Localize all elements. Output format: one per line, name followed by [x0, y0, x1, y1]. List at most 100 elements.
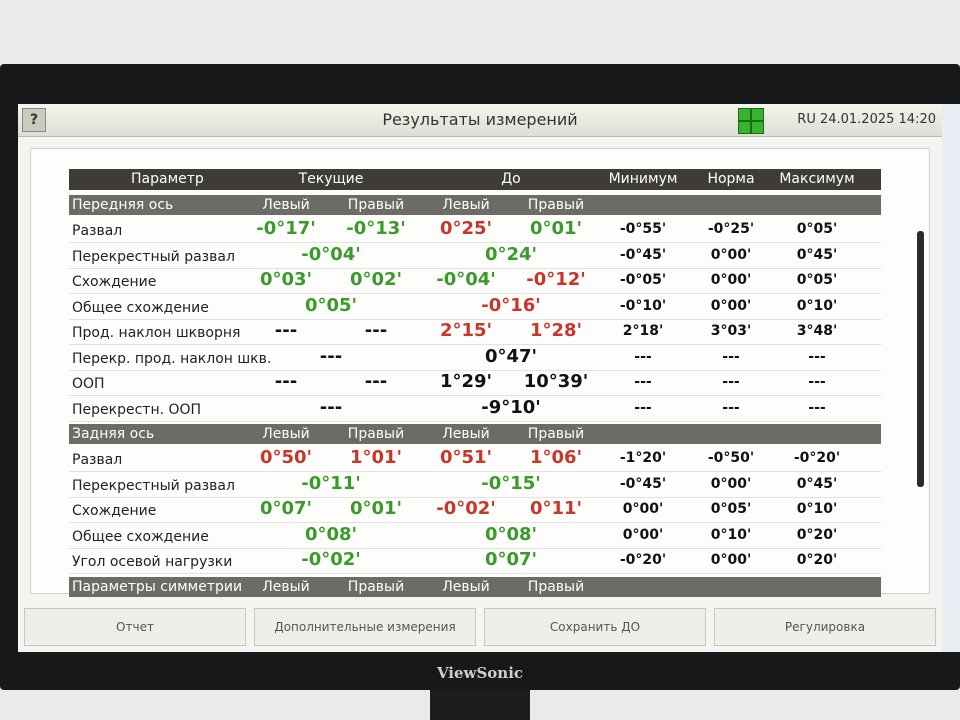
side-strip [942, 104, 960, 652]
value: 1°01' [349, 447, 403, 468]
param-name: ООП [72, 376, 105, 392]
value: -0°02' [436, 498, 496, 519]
limit: --- [634, 374, 652, 390]
results-panel: Параметр Текущие До Минимум Норма Максимум Пер… [30, 148, 930, 597]
column-header: До [501, 171, 521, 187]
value: 0°51' [439, 447, 493, 468]
param-name: Прод. наклон шкворня [72, 325, 241, 341]
value: 2°15' [439, 320, 493, 341]
limit: 0°10' [710, 526, 752, 543]
limit: --- [808, 399, 826, 416]
limit: --- [722, 399, 740, 416]
button[interactable]: Сохранить ДО [484, 608, 706, 646]
limit: --- [808, 374, 826, 390]
limit: -0°10' [619, 297, 667, 314]
limit: -0°25' [707, 221, 755, 237]
value: -0°04' [301, 243, 361, 265]
param-name: Перекрестн. ООП [72, 401, 202, 418]
row-divider [69, 547, 881, 549]
row-divider [69, 395, 881, 396]
value: 10°39' [523, 371, 589, 392]
limit: 3°48' [796, 323, 838, 339]
value: --- [274, 320, 298, 341]
param-name: Общее схождение [72, 528, 209, 545]
row-divider [69, 344, 881, 345]
limit: 0°00' [622, 501, 664, 517]
side-label: Правый [347, 426, 405, 442]
limit: --- [634, 348, 652, 365]
value: 0°47' [484, 345, 538, 367]
button[interactable]: Отчет [24, 608, 246, 646]
param-name: Перекрестный развал [72, 248, 235, 265]
button[interactable]: Дополнительные измерения [254, 608, 476, 646]
row-divider [69, 420, 881, 422]
value: -0°17' [256, 218, 316, 239]
side-label: Левый [262, 197, 310, 213]
help-button[interactable]: ? [22, 108, 46, 132]
side-label: Левый [442, 578, 490, 595]
grid-icon[interactable] [738, 108, 764, 134]
limit: 0°05' [710, 501, 752, 517]
limit: 0°10' [796, 297, 838, 314]
limit: 0°20' [796, 526, 838, 543]
section-header: Задняя ось Левый Правый Левый Правый [69, 424, 881, 444]
value: 0°05' [304, 294, 358, 316]
value: -0°02' [301, 549, 361, 570]
side-label: Правый [527, 578, 585, 595]
column-header: Текущие [298, 171, 364, 187]
column-header: Минимум [608, 171, 678, 187]
limit: --- [722, 374, 740, 390]
limit: 0°00' [710, 272, 752, 288]
param-name: Угол осевой нагрузки [72, 554, 233, 570]
param-name: Развал [72, 223, 123, 239]
value: -0°12' [526, 269, 586, 290]
limit: -0°05' [619, 272, 667, 288]
limit: 0°00' [710, 246, 752, 263]
value: 0°25' [439, 218, 493, 239]
side-label: Левый [262, 426, 310, 442]
screen: ? Результаты измерений RU 24.01.2025 14:… [18, 104, 942, 652]
side-label: Левый [442, 426, 490, 442]
value: --- [274, 371, 298, 392]
value: -0°15' [481, 472, 541, 494]
row-divider [69, 471, 881, 472]
value: -9°10' [481, 396, 541, 418]
limit: 0°05' [796, 221, 838, 237]
limit: -0°50' [707, 450, 755, 466]
value: 0°08' [484, 523, 538, 545]
section-header: Параметры симметрии Левый Правый Левый Правы… [69, 576, 881, 597]
row-divider [69, 522, 881, 523]
row-divider [69, 369, 881, 371]
section-header: Передняя ось Левый Правый Левый Правый [69, 195, 881, 215]
value: 0°07' [484, 549, 538, 570]
limit: 0°45' [796, 246, 838, 263]
param-name: Схождение [72, 503, 157, 519]
scrollbar[interactable] [917, 231, 924, 487]
value: -0°04' [436, 269, 496, 290]
value: --- [319, 396, 343, 418]
row-divider [69, 496, 881, 498]
side-label: Левый [442, 197, 490, 213]
value: -0°16' [481, 294, 541, 316]
param-name: Схождение [72, 274, 157, 290]
value: 0°01' [349, 498, 403, 519]
value: 1°06' [529, 447, 583, 468]
limit: 0°00' [710, 475, 752, 492]
limit: --- [722, 348, 740, 365]
param-name: Перекрестный развал [72, 477, 235, 494]
value: 0°11' [529, 498, 583, 519]
value: 0°03' [259, 269, 313, 290]
button[interactable]: Регулировка [714, 608, 936, 646]
side-label: Левый [262, 578, 310, 595]
param-name: Развал [72, 452, 123, 468]
limit: -1°20' [619, 450, 667, 466]
value: --- [319, 345, 343, 367]
window-title: Результаты измерений [382, 110, 578, 129]
param-name: Общее схождение [72, 299, 209, 316]
limit: 0°05' [796, 272, 838, 288]
row-divider [69, 293, 881, 294]
side-label: Правый [527, 197, 585, 213]
column-header: Норма [707, 171, 755, 187]
side-label: Правый [347, 578, 405, 595]
